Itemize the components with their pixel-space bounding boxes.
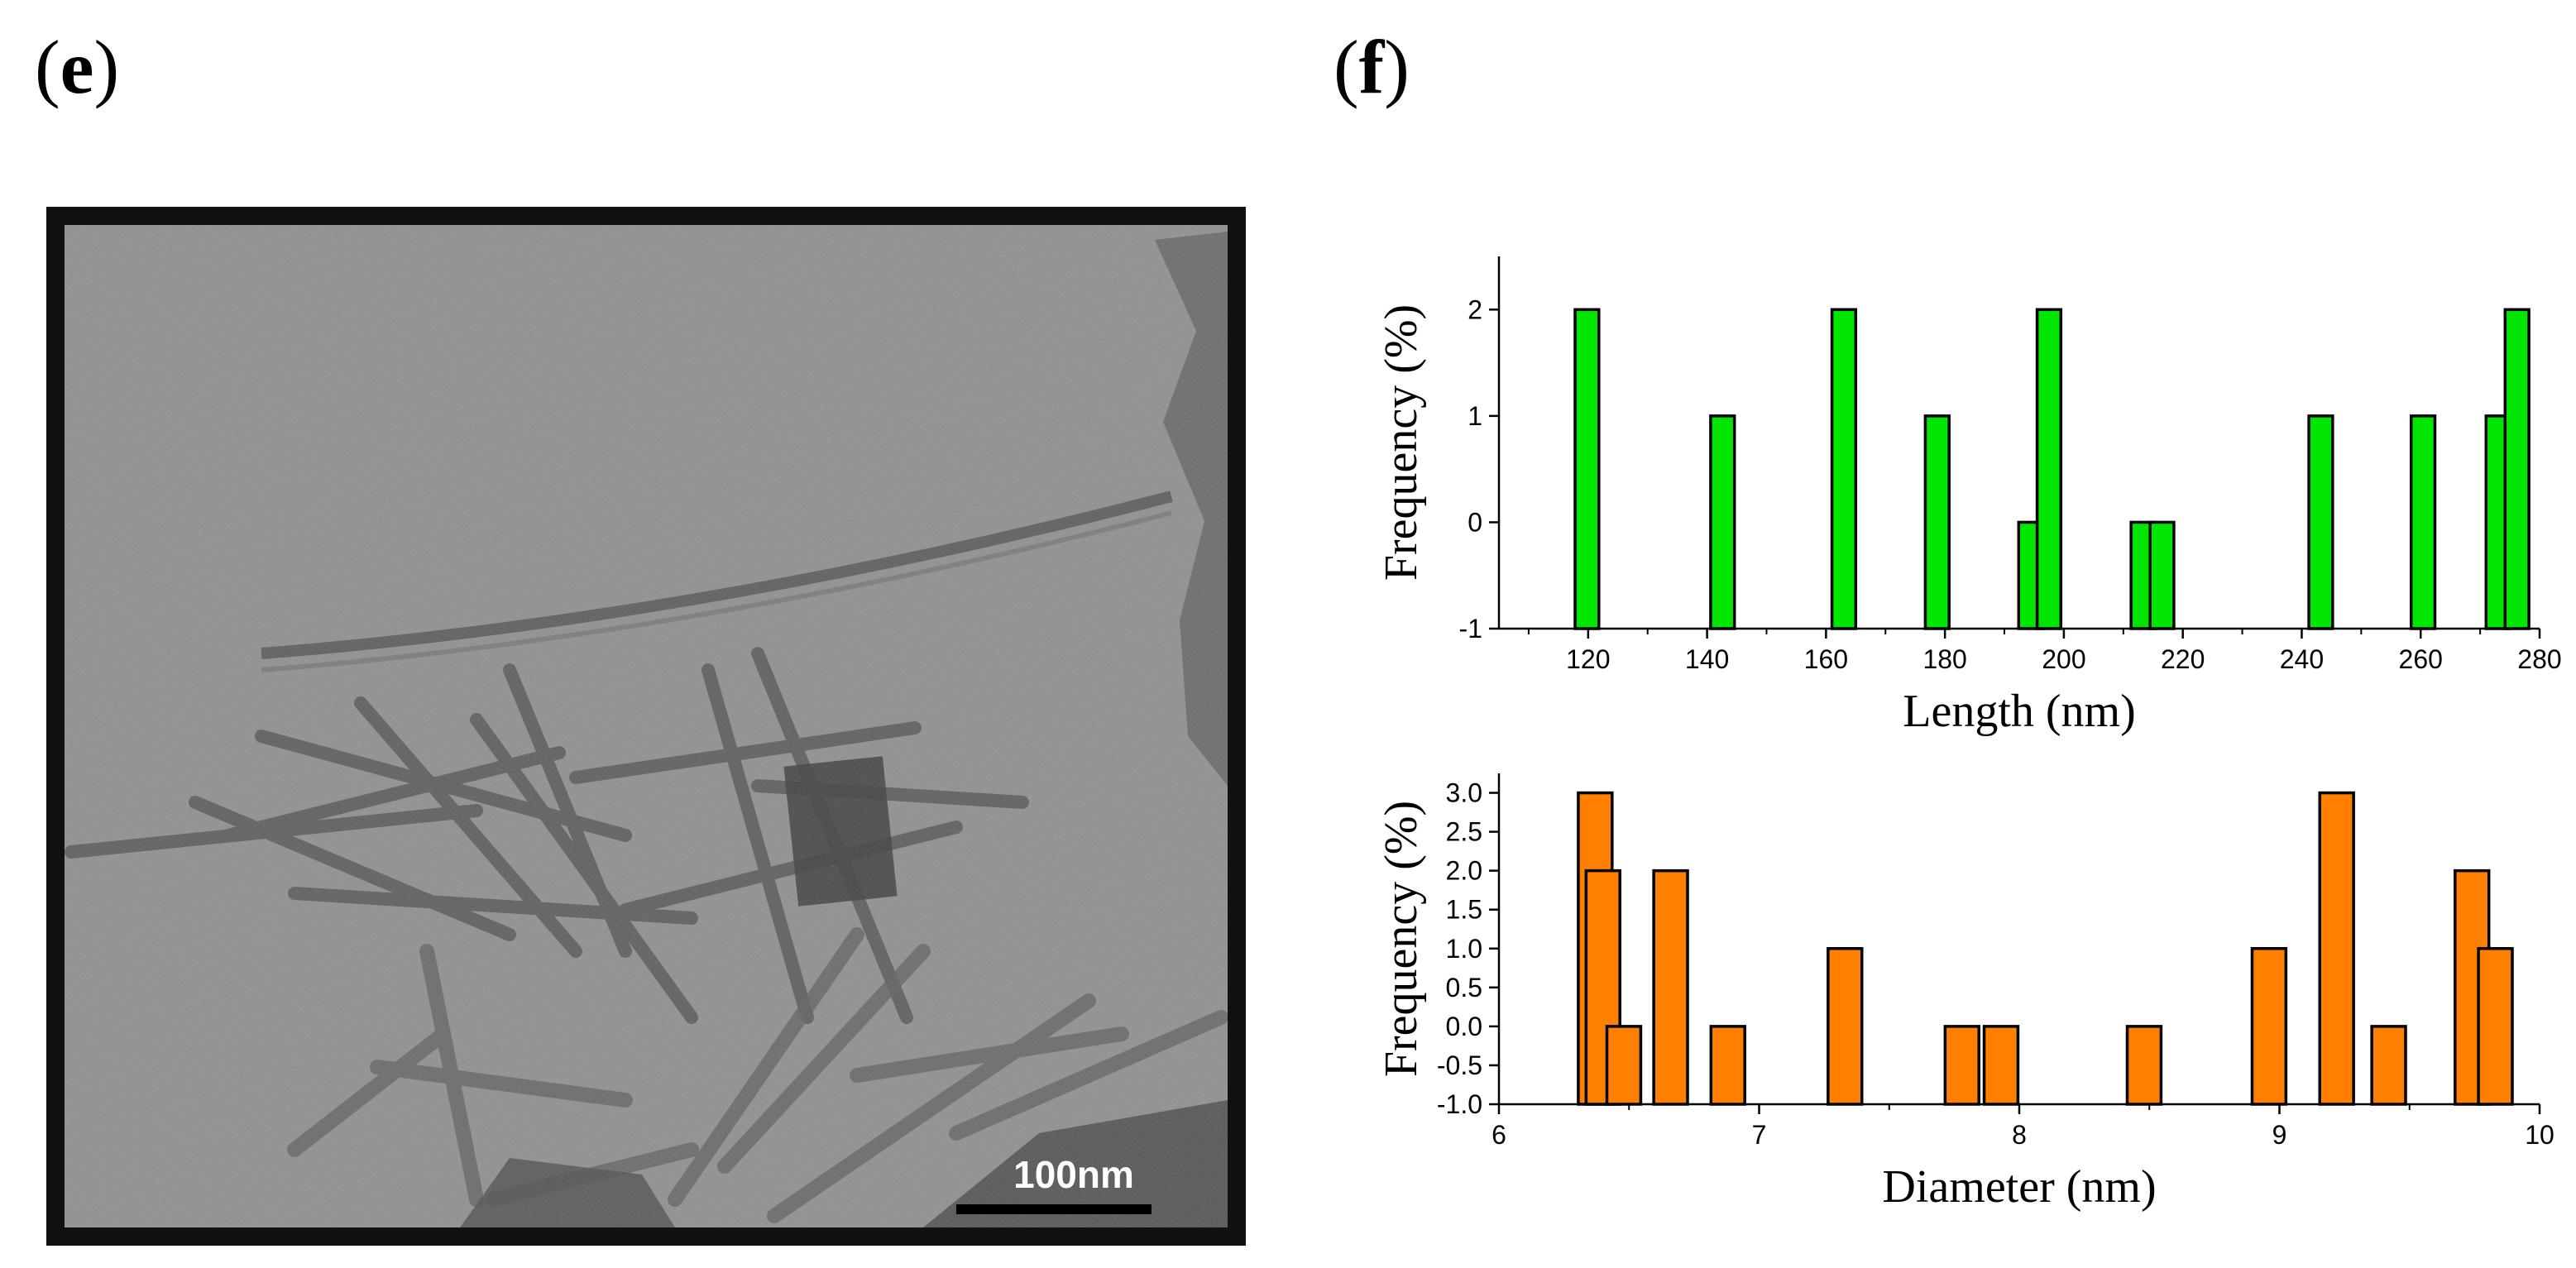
length-histogram: -1 0 1 2 120 140 160 180 200 220 240 260 280 Length (… (1376, 256, 2562, 737)
length-y-axis-title: Frequency (%) (1376, 304, 1427, 581)
diameter-x-axis-title: Diameter (nm) (1882, 1161, 2156, 1213)
length-bar (2503, 308, 2531, 630)
length-x-tick-label: 280 (2517, 644, 2561, 674)
histograms: -1 0 1 2 120 140 160 180 200 220 240 260 280 Length (… (1357, 215, 2562, 1241)
length-bar (1830, 308, 1858, 630)
scale-bar (956, 1204, 1152, 1214)
diameter-y-tick-label: -0.5 (1437, 1050, 1482, 1080)
length-y-tick-label: -1 (1459, 614, 1482, 644)
diameter-y-tick-label: -1.0 (1437, 1089, 1482, 1119)
diameter-bar (2477, 947, 2514, 1106)
tem-micrograph: 100nm (46, 207, 1246, 1246)
length-bar (1573, 308, 1601, 630)
diameter-y-axis-title: Frequency (%) (1376, 801, 1427, 1077)
length-x-tick-label: 180 (1922, 644, 1966, 674)
diameter-y-tick-label: 2.5 (1446, 817, 1482, 847)
diameter-y-tick-label: 0.0 (1446, 1012, 1482, 1041)
length-x-tick-label: 200 (2042, 644, 2085, 674)
length-x-tick-label: 220 (2161, 644, 2205, 674)
diameter-bar (1943, 1025, 1981, 1106)
diameter-x-tick-label: 7 (1752, 1120, 1767, 1150)
length-bar (2307, 414, 2334, 630)
length-bar (2148, 520, 2176, 630)
diameter-y-tick-label: 1.5 (1446, 895, 1482, 925)
diameter-bar (2370, 1025, 2407, 1106)
length-y-tick-label: 1 (1468, 401, 1482, 431)
diameter-x-tick-label: 9 (2272, 1120, 2287, 1150)
diameter-bar (1827, 947, 1864, 1106)
diameter-x-tick-label: 8 (2012, 1120, 2027, 1150)
length-bar (2409, 414, 2437, 630)
diameter-y-tick-label: 1.0 (1446, 934, 1482, 964)
diameter-bar (2318, 791, 2355, 1106)
length-bar (1923, 414, 1951, 630)
diameter-bar (1652, 868, 1689, 1106)
diameter-y-tick-label: 0.5 (1446, 973, 1482, 1002)
panel-label-f: (f) (1333, 25, 1410, 109)
length-x-tick-label: 120 (1566, 644, 1610, 674)
diameter-bar (2125, 1025, 2163, 1106)
panel-label-e: (e) (35, 25, 120, 109)
diameter-histogram: -1.0 -0.5 0.0 0.5 1.0 1.5 2.0 2.5 3.0 6 7 8 9 10 Diame… (1376, 773, 2554, 1213)
diameter-bar (2250, 947, 2288, 1106)
diameter-x-tick-label: 6 (1491, 1120, 1506, 1150)
diameter-y-tick-label: 3.0 (1446, 778, 1482, 808)
length-y-tick-label: 0 (1468, 507, 1482, 537)
length-x-tick-label: 160 (1804, 644, 1848, 674)
length-bar (1709, 414, 1736, 630)
length-x-tick-label: 240 (2280, 644, 2324, 674)
diameter-bar (1605, 1025, 1643, 1106)
length-x-tick-label: 260 (2399, 644, 2443, 674)
scale-bar-label: 100nm (1013, 1153, 1134, 1196)
diameter-x-tick-label: 10 (2525, 1120, 2554, 1150)
length-x-tick-label: 140 (1685, 644, 1729, 674)
diameter-y-tick-label: 2.0 (1446, 856, 1482, 886)
length-y-tick-label: 2 (1468, 294, 1482, 324)
diameter-bar (1982, 1025, 2020, 1106)
length-x-axis-title: Length (nm) (1903, 686, 2135, 737)
length-bar (2035, 308, 2063, 630)
diameter-bar (1709, 1025, 1746, 1106)
